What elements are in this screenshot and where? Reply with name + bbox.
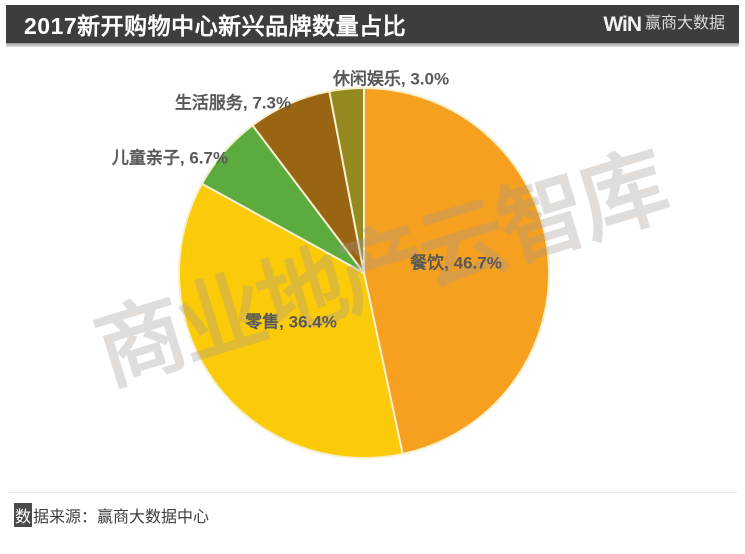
win-logo-icon: WiN: [603, 12, 642, 36]
pie-slice-休闲娱乐: [328, 87, 365, 274]
footer-separator: [8, 492, 737, 493]
page-title: 2017新开购物中心新兴品牌数量占比: [24, 13, 407, 39]
source-text: 据来源：赢商大数据中心: [33, 509, 210, 526]
slice-label-dining: 餐饮, 46.7%: [410, 253, 502, 273]
header-bar: 2017新开购物中心新兴品牌数量占比 WiN 赢商大数据: [6, 5, 739, 43]
slice-label-life-services: 生活服务, 7.3%: [174, 93, 292, 113]
win-data-logo: WiN 赢商大数据: [603, 14, 725, 35]
data-source-line: 数 据来源：赢商大数据中心: [14, 503, 209, 527]
slice-label-retail: 零售, 36.4%: [245, 312, 337, 332]
slice-label-kids-family: 儿童亲子, 6.7%: [111, 148, 229, 168]
logo-company-name: 赢商大数据: [644, 15, 725, 32]
header-shadow: [6, 43, 739, 47]
source-highlight-char: 数: [14, 503, 33, 527]
pie-slice-餐饮: [363, 87, 551, 455]
pie-slice-零售: [178, 182, 404, 459]
slice-label-leisure-entertainment: 休闲娱乐, 3.0%: [332, 69, 450, 89]
